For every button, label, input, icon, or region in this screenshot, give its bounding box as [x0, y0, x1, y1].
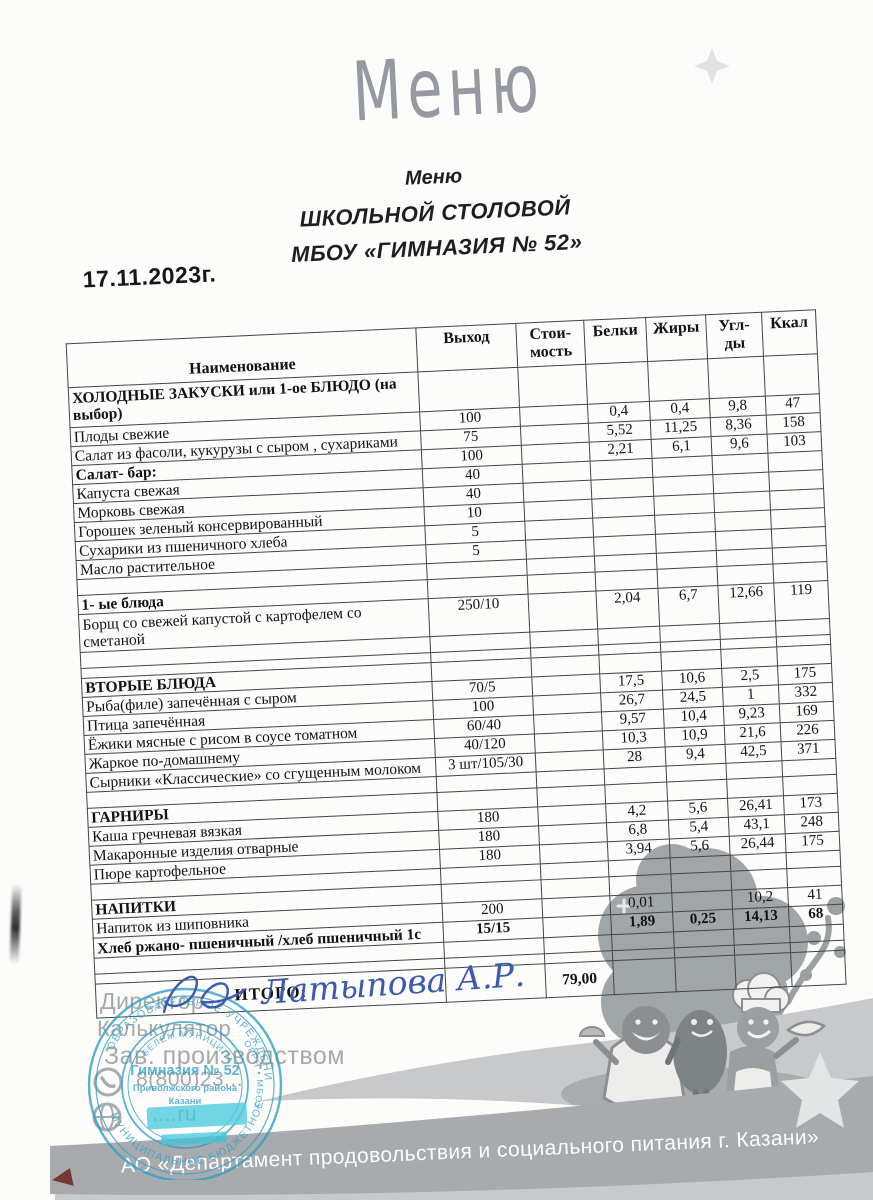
value-cell [770, 507, 826, 530]
value-cell [768, 469, 824, 492]
value-cell: 26,44 [729, 833, 787, 856]
value-cell: 173 [783, 793, 839, 815]
value-cell [716, 563, 774, 586]
value-cell: 250/10 [428, 594, 530, 637]
menu-table: Наименование Выход Стои- мость Белки Жиры Угл… [66, 309, 847, 1019]
value-cell: 103 [767, 431, 822, 454]
stamp-center-line1: Гимназия № 52 [130, 1063, 239, 1079]
phone-number-fragment: 8(800)23... [136, 1068, 244, 1091]
value-cell: 175 [777, 663, 833, 685]
value-cell: 9,6 [711, 434, 768, 456]
stamp-cyan-banner [146, 1102, 248, 1146]
branch-decoration [785, 915, 832, 1005]
value-cell: 158 [766, 412, 821, 435]
value-cell: 371 [781, 739, 836, 761]
value-cell [647, 358, 710, 402]
column-header: Стои- мость [515, 320, 586, 368]
phone-icon [93, 1067, 123, 1097]
value-cell [585, 361, 650, 405]
value-cell: 14,13 [732, 906, 790, 930]
value-cell [720, 646, 778, 669]
value-cell [734, 952, 793, 990]
sparkle-icon [694, 48, 730, 84]
value-cell: 6,7 [657, 585, 720, 627]
value-cell: 41 [787, 885, 843, 907]
value-cell [771, 526, 827, 549]
value-cell: 1 [722, 684, 780, 707]
value-cell [786, 866, 842, 888]
value-cell: 2,5 [721, 665, 779, 688]
footer-band [50, 1076, 873, 1196]
value-cell [612, 957, 677, 995]
calculator-label: Калькулятор [97, 1016, 232, 1041]
value-cell: 2,04 [595, 588, 660, 630]
value-cell [674, 955, 737, 992]
value-cell [712, 472, 770, 494]
value-cell [711, 453, 769, 475]
stamp-center-line2: Приволжского района [133, 1083, 238, 1094]
column-header: Ккал [761, 309, 818, 357]
menu-subtitle: Меню ШКОЛЬНОЙ СТОЛОВОЙ МБОУ «ГИМНАЗИЯ № … [183, 155, 687, 273]
value-cell [763, 353, 820, 397]
signature-text: Латыпова А.Р. [258, 955, 526, 1012]
value-cell: 47 [765, 393, 821, 416]
column-header: Угл- ды [705, 312, 764, 359]
column-header: Выход [415, 323, 518, 372]
value-cell [715, 529, 773, 551]
value-cell [517, 364, 588, 408]
value-cell: 119 [773, 580, 830, 621]
value-cell [772, 561, 828, 583]
value-cell [769, 488, 825, 511]
stamp-center-line3: Казани [169, 1096, 202, 1107]
column-header: Белки [583, 317, 648, 365]
value-cell [790, 950, 847, 987]
value-cell: 169 [779, 701, 835, 723]
value-cell: 9,8 [709, 396, 767, 418]
mascot-left [578, 1006, 686, 1135]
value-cell [730, 868, 788, 891]
mascots-artwork [50, 844, 873, 1200]
value-cell: 248 [784, 812, 840, 834]
value-cell [782, 774, 838, 796]
value-cell [528, 591, 598, 633]
column-header: Жиры [645, 314, 708, 362]
value-cell: 26,41 [727, 795, 785, 818]
value-cell: 226 [780, 720, 835, 742]
branch-leaves [800, 897, 846, 981]
value-cell: 42,5 [725, 741, 782, 764]
value-cell: 10,2 [731, 887, 789, 910]
value-cell: 0,25 [672, 909, 734, 932]
value-cell [726, 776, 784, 799]
value-cell [776, 644, 832, 666]
value-cell: 175 [785, 831, 840, 853]
value-cell [714, 510, 772, 532]
value-cell: 12,66 [717, 582, 776, 624]
value-cell: 43,1 [728, 814, 786, 837]
star-shape [781, 1052, 859, 1128]
value-cell: 21,6 [724, 722, 782, 745]
menu-date: 17.11.2023г. [82, 260, 217, 293]
value-cell: 332 [778, 682, 834, 704]
value-cell [417, 367, 520, 412]
production-manager-label: Зав. производством [104, 1042, 345, 1070]
value-cell: 8,36 [710, 415, 768, 437]
value-cell [713, 491, 771, 513]
signature: Латыпова А.Р. [162, 955, 526, 1014]
value-cell [707, 356, 766, 399]
value-cell: 9,23 [723, 703, 781, 726]
value-cell [767, 450, 823, 473]
value-cell: 68 [788, 904, 844, 927]
